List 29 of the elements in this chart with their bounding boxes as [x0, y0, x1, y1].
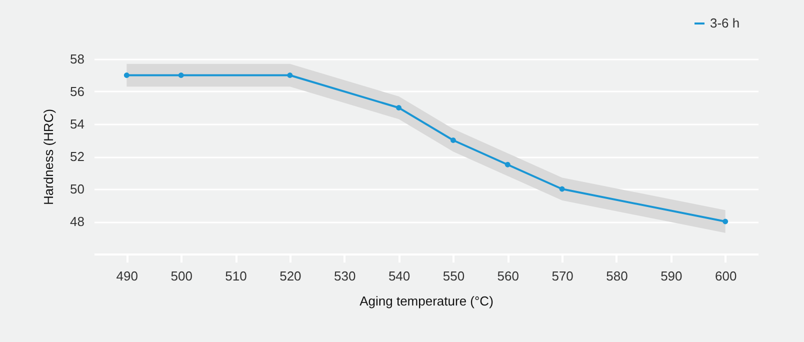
y-tick-label: 58: [70, 52, 84, 66]
point: [124, 72, 130, 78]
point: [559, 186, 565, 192]
x-tick-label: 550: [442, 268, 465, 284]
x-tick-label: 530: [334, 268, 356, 284]
y-tick-label: 54: [70, 116, 84, 132]
y-tick-label: 50: [70, 182, 84, 196]
x-tick-label: 520: [280, 268, 302, 284]
x-tick-label: 580: [606, 268, 628, 284]
y-tick-label: 56: [70, 84, 84, 99]
x-tick-label: 500: [170, 268, 192, 284]
x-tick-label: 510: [225, 268, 247, 284]
x-tick-label: 490: [116, 268, 138, 284]
x-tick-label: 560: [497, 268, 519, 284]
point: [504, 162, 510, 168]
x-tick-label: 540: [388, 268, 410, 284]
point: [178, 72, 184, 78]
y-tick-label: 48: [70, 214, 84, 229]
x-tick-label: 600: [714, 268, 737, 284]
point: [450, 138, 456, 143]
y-axis-title: Hardness (HRC): [41, 108, 56, 206]
legend-label: 3-6 h: [710, 16, 740, 30]
x-tick-label: 590: [660, 268, 682, 284]
point: [722, 218, 728, 224]
point: [287, 72, 293, 78]
point: [396, 105, 402, 110]
x-tick-label: 570: [552, 268, 574, 284]
x-axis-title: Aging temperature (°C): [360, 294, 494, 308]
y-tick-label: 52: [70, 149, 84, 164]
